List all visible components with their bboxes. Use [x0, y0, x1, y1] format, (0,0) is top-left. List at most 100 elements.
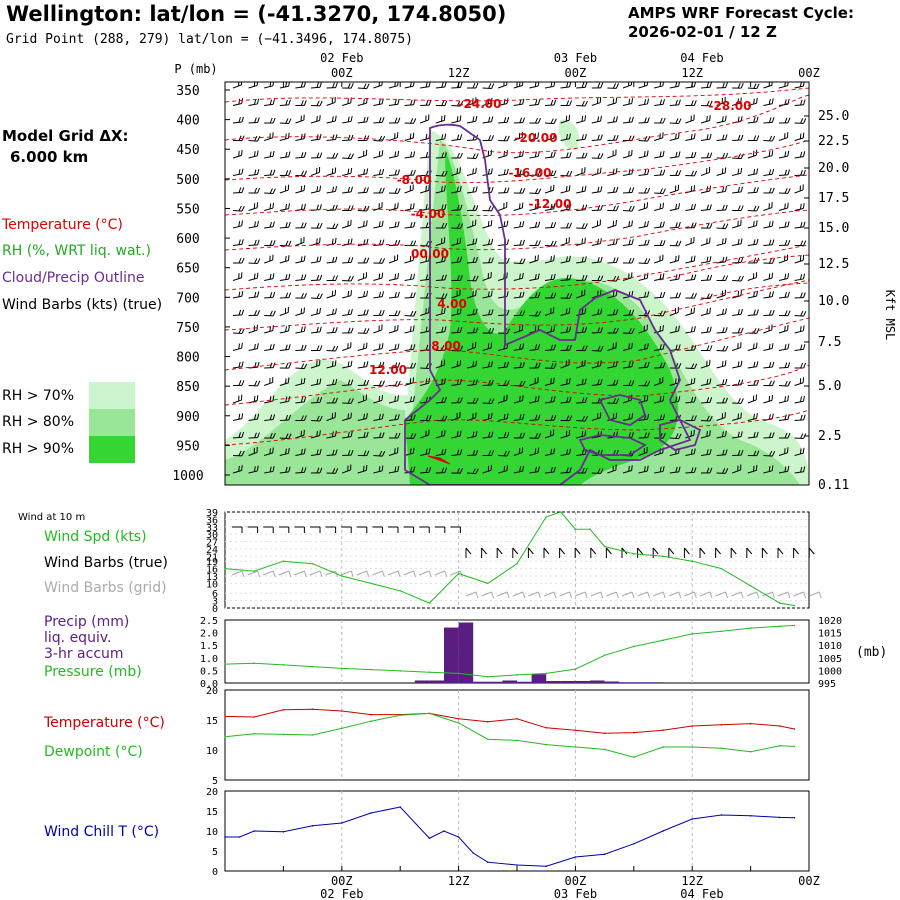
barb-flag: [646, 343, 649, 349]
wind-barb: [622, 116, 634, 124]
barb-flag: [332, 379, 335, 385]
barb-flag: [381, 451, 386, 457]
temperature-line-point: [457, 718, 460, 720]
wind-barb: [310, 467, 323, 474]
barb-flag: [581, 379, 584, 385]
wind-barb: [607, 342, 617, 351]
barb-flag: [597, 134, 600, 141]
barb-flag: [472, 468, 476, 474]
barb-flag: [272, 466, 275, 472]
wind-barb: [576, 415, 588, 422]
barb-shaft: [498, 436, 508, 439]
barb-flag: [272, 414, 276, 420]
wind-barb: [669, 466, 681, 474]
wind-barb: [295, 185, 306, 194]
barb-flag: [631, 272, 633, 278]
barb-flag: [347, 82, 351, 89]
y-tick-label: 900: [176, 410, 199, 425]
barb-flag: [584, 591, 588, 599]
barb-flag: [481, 547, 487, 555]
barb-shaft: [778, 418, 788, 421]
barb-flag: [725, 223, 729, 229]
barb-shaft: [732, 347, 741, 351]
y-right-tick-label: 7.5: [818, 335, 841, 350]
barb-flag: [756, 238, 759, 245]
barb-flag: [272, 325, 274, 331]
barb-flag: [581, 82, 585, 88]
barb-flag: [550, 308, 552, 314]
wind-barb: [232, 168, 244, 176]
barb-flag: [316, 360, 318, 367]
wind-y-tick-label: 10: [206, 579, 218, 590]
barb-flag: [553, 307, 555, 313]
wind-barb: [716, 152, 729, 159]
barb-flag: [534, 255, 536, 262]
wind-barb: [232, 309, 245, 316]
barb-flag: [396, 254, 399, 260]
wind-barb: [794, 169, 806, 176]
wind-y-tick-label: 24: [206, 545, 218, 556]
barb-shaft: [357, 469, 367, 474]
barb-shaft: [778, 259, 788, 264]
barb-flag: [628, 432, 632, 438]
barb-flag: [335, 275, 339, 281]
precip-y-tick-label: 0.5: [200, 666, 218, 677]
barb-flag: [519, 273, 521, 280]
barb-shaft: [778, 155, 788, 159]
barb-flag: [394, 344, 397, 350]
barb-flag: [397, 362, 401, 368]
barb-shaft: [529, 419, 539, 421]
barb-flag: [378, 325, 380, 331]
barb-flag: [456, 116, 459, 122]
barb-flag: [506, 361, 509, 368]
barb-flag: [519, 414, 522, 420]
y-tick-label: 550: [176, 202, 199, 217]
barb-shaft: [763, 329, 773, 334]
barb-shaft: [295, 260, 305, 264]
barb-flag: [615, 342, 617, 348]
barb-shaft: [388, 103, 398, 106]
barb-flag: [397, 188, 401, 194]
barb-shaft: [373, 347, 383, 351]
barb-flag: [737, 116, 740, 123]
wind-barb: [669, 203, 681, 211]
barb-flag: [288, 292, 292, 298]
barb-flag: [522, 380, 526, 387]
barb-flag: [272, 310, 276, 317]
barb-flag: [366, 309, 369, 315]
wind-speed-line-point: [457, 572, 460, 575]
barb-flag: [444, 100, 448, 106]
barb-flag: [288, 240, 292, 247]
wind-barb: [357, 220, 368, 229]
barb-flag: [332, 345, 336, 352]
barb-flag: [800, 240, 804, 246]
barb-flag: [366, 290, 369, 297]
wind-barb: [716, 204, 728, 211]
barb-flag: [569, 415, 573, 421]
barb-shaft: [498, 418, 508, 421]
barb-shaft: [685, 119, 695, 124]
wind-barb: [295, 396, 307, 404]
barb-flag: [615, 116, 618, 122]
barb-flag: [784, 362, 788, 368]
barb-flag: [381, 343, 384, 349]
barb-shaft: [622, 225, 632, 229]
wind-barb: [342, 257, 354, 264]
barb-shaft: [466, 120, 476, 124]
barb-flag: [631, 116, 634, 123]
barb-flag: [456, 290, 458, 297]
wind-barb: [232, 220, 243, 229]
barb-flag: [257, 239, 260, 246]
wind-barb: [295, 377, 306, 386]
wind-barb: [279, 292, 292, 299]
wind-barb: [638, 343, 649, 351]
barb-flag: [334, 237, 337, 244]
barb-flag: [678, 99, 681, 106]
barb-flag: [803, 414, 806, 421]
barb-flag: [565, 115, 568, 122]
barb-flag: [381, 117, 385, 123]
barb-flag: [288, 151, 291, 157]
barb-flag: [753, 168, 756, 175]
barb-flag: [628, 205, 632, 212]
wind-barb: [342, 360, 353, 369]
